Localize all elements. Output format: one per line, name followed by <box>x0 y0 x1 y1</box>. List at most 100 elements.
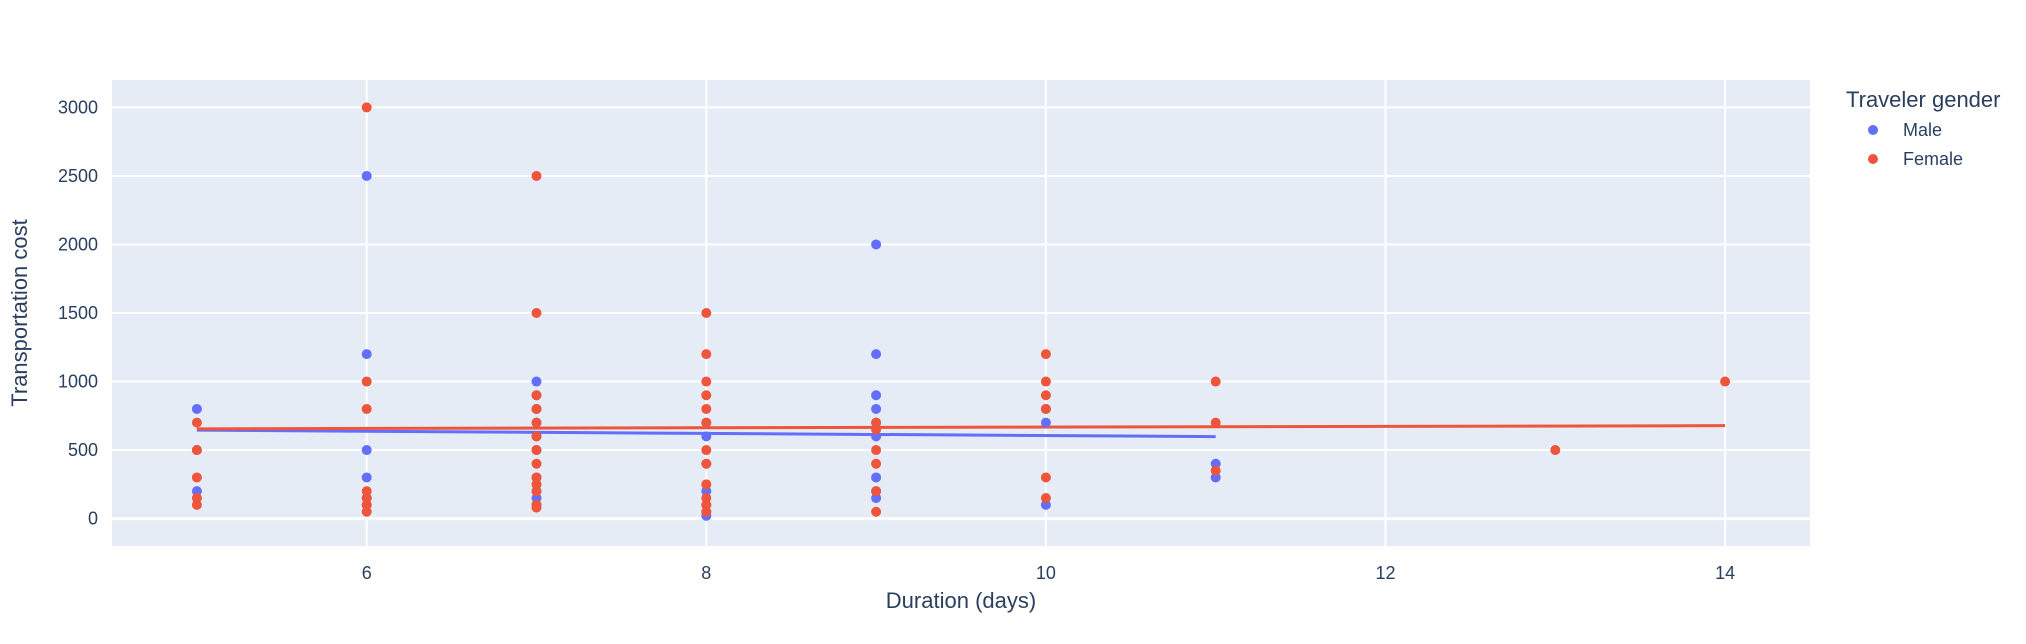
trendline-female <box>196 424 1726 431</box>
grid-lines <box>112 80 1810 546</box>
y-tick-label: 1500 <box>58 303 98 323</box>
x-tick-label: 12 <box>1375 563 1395 583</box>
point-female[interactable] <box>871 458 882 469</box>
point-female[interactable] <box>1040 472 1051 483</box>
point-female[interactable] <box>361 506 372 517</box>
point-male[interactable] <box>871 403 882 414</box>
point-female[interactable] <box>1040 403 1051 414</box>
point-female[interactable] <box>701 349 712 360</box>
point-female[interactable] <box>871 417 882 428</box>
point-male[interactable] <box>361 349 372 360</box>
point-female[interactable] <box>531 403 542 414</box>
point-male[interactable] <box>871 493 882 504</box>
point-female[interactable] <box>531 390 542 401</box>
y-axis-title: Transportation cost <box>7 219 32 407</box>
point-female[interactable] <box>701 403 712 414</box>
point-female[interactable] <box>701 506 712 517</box>
point-female[interactable] <box>531 458 542 469</box>
point-female[interactable] <box>871 445 882 456</box>
point-female[interactable] <box>191 472 202 483</box>
tick-labels: 6 8 10 12 14 0 500 1000 1500 2000 2500 3000 <box>58 97 1735 583</box>
point-female[interactable] <box>1210 465 1221 476</box>
y-tick-label: 2000 <box>58 234 98 254</box>
legend-item-male[interactable]: Male <box>1868 120 1942 140</box>
point-male[interactable] <box>531 493 542 504</box>
y-tick-label: 2500 <box>58 166 98 186</box>
point-female[interactable] <box>531 170 542 181</box>
point-female[interactable] <box>361 376 372 387</box>
point-female[interactable] <box>361 486 372 497</box>
point-female[interactable] <box>531 486 542 497</box>
x-tick-label: 6 <box>362 563 372 583</box>
point-female[interactable] <box>361 493 372 504</box>
point-female[interactable] <box>191 499 202 510</box>
point-male[interactable] <box>1210 472 1221 483</box>
point-male[interactable] <box>871 239 882 250</box>
data-points <box>191 102 1731 521</box>
point-male[interactable] <box>871 431 882 442</box>
point-male[interactable] <box>361 170 372 181</box>
point-female[interactable] <box>1720 376 1731 387</box>
legend-label-female: Female <box>1903 149 1963 169</box>
point-female[interactable] <box>1040 376 1051 387</box>
y-tick-label: 0 <box>88 509 98 529</box>
point-female[interactable] <box>191 493 202 504</box>
point-female[interactable] <box>701 390 712 401</box>
point-female[interactable] <box>361 102 372 113</box>
point-female[interactable] <box>531 445 542 456</box>
point-male[interactable] <box>191 403 202 414</box>
point-female[interactable] <box>531 417 542 428</box>
point-male[interactable] <box>531 376 542 387</box>
point-female[interactable] <box>701 417 712 428</box>
point-female[interactable] <box>361 403 372 414</box>
point-female[interactable] <box>531 308 542 318</box>
x-tick-label: 8 <box>701 563 711 583</box>
point-female[interactable] <box>701 445 712 456</box>
point-male[interactable] <box>701 486 712 497</box>
point-female[interactable] <box>361 499 372 510</box>
point-male[interactable] <box>1040 417 1051 428</box>
point-male[interactable] <box>871 390 882 401</box>
point-female[interactable] <box>871 424 882 435</box>
x-tick-label: 14 <box>1715 563 1735 583</box>
point-male[interactable] <box>871 349 882 360</box>
point-female[interactable] <box>1210 376 1221 387</box>
x-axis-title: Duration (days) <box>886 588 1036 613</box>
point-female[interactable] <box>871 486 882 497</box>
y-tick-label: 500 <box>68 440 98 460</box>
point-male[interactable] <box>701 431 712 442</box>
point-female[interactable] <box>871 506 882 517</box>
point-female[interactable] <box>1040 349 1051 360</box>
point-female[interactable] <box>191 417 202 428</box>
point-male[interactable] <box>871 472 882 483</box>
legend: Traveler gender Male Female <box>1846 87 2000 169</box>
point-female[interactable] <box>1210 417 1221 428</box>
point-female[interactable] <box>531 479 542 490</box>
point-female[interactable] <box>531 472 542 483</box>
point-male[interactable] <box>191 486 202 497</box>
point-female[interactable] <box>531 431 542 442</box>
point-male[interactable] <box>361 472 372 483</box>
y-tick-label: 1000 <box>58 372 98 392</box>
point-female[interactable] <box>701 458 712 469</box>
legend-title: Traveler gender <box>1846 87 2000 112</box>
point-female[interactable] <box>1550 445 1561 456</box>
point-male[interactable] <box>1040 499 1051 510</box>
point-female[interactable] <box>701 493 712 504</box>
point-female[interactable] <box>191 445 202 456</box>
point-female[interactable] <box>701 308 712 318</box>
point-male[interactable] <box>1210 458 1221 469</box>
point-female[interactable] <box>1040 493 1051 504</box>
y-tick-label: 3000 <box>58 97 98 117</box>
point-female[interactable] <box>1040 390 1051 401</box>
point-female[interactable] <box>701 499 712 510</box>
legend-item-female[interactable]: Female <box>1868 149 1963 169</box>
point-male[interactable] <box>361 445 372 456</box>
legend-marker-female <box>1868 154 1878 164</box>
legend-marker-male <box>1868 125 1878 135</box>
x-tick-label: 10 <box>1036 563 1056 583</box>
point-female[interactable] <box>531 502 542 513</box>
point-female[interactable] <box>701 479 712 490</box>
point-female[interactable] <box>701 376 712 387</box>
